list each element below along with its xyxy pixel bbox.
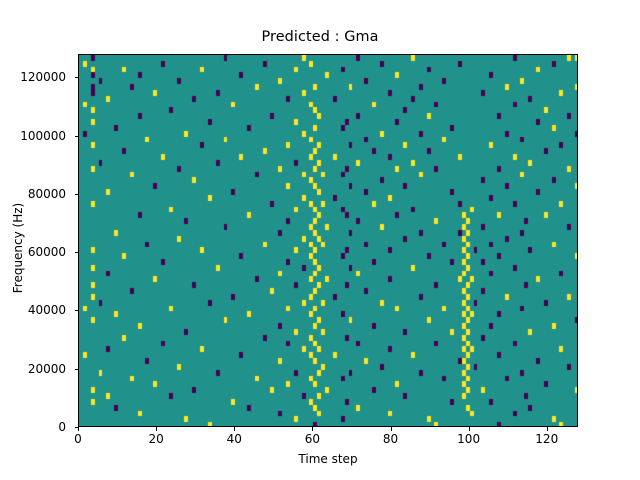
y-tick-mark <box>74 310 78 312</box>
x-tick-label: 0 <box>74 432 82 446</box>
x-tick-label: 40 <box>226 432 242 446</box>
y-axis-label: Frequency (Hz) <box>11 202 25 293</box>
x-tick-mark <box>312 427 314 431</box>
x-tick-label: 100 <box>457 432 481 446</box>
x-tick-mark <box>468 427 470 431</box>
y-tick-mark <box>74 427 78 428</box>
y-tick-label: 100000 <box>20 128 66 143</box>
y-tick-mark <box>74 193 78 195</box>
y-tick-mark <box>74 368 78 370</box>
x-tick-label: 80 <box>382 432 399 446</box>
y-tick-mark <box>74 77 78 79</box>
y-tick-mark <box>74 135 78 137</box>
x-tick-label: 60 <box>304 432 321 446</box>
y-tick-label: 20000 <box>27 361 66 376</box>
x-tick-mark <box>78 427 79 431</box>
y-tick-label: 60000 <box>27 245 66 260</box>
x-axis-label: Time step <box>298 452 358 466</box>
x-tick-mark <box>390 427 392 431</box>
x-tick-label: 20 <box>148 432 164 446</box>
heatmap-image <box>79 55 577 426</box>
y-tick-label: 40000 <box>27 303 66 318</box>
x-tick-label: 120 <box>535 432 559 446</box>
x-tick-mark <box>546 427 548 431</box>
y-tick-label: 0 <box>58 420 66 434</box>
y-tick-label: 120000 <box>20 70 66 85</box>
x-tick-mark <box>156 427 158 431</box>
y-tick-label: 80000 <box>27 186 66 201</box>
chart-title: Predicted : Gma <box>261 29 379 45</box>
y-tick-mark <box>74 252 78 254</box>
heatmap-axes <box>78 54 578 427</box>
x-tick-mark <box>234 427 236 431</box>
